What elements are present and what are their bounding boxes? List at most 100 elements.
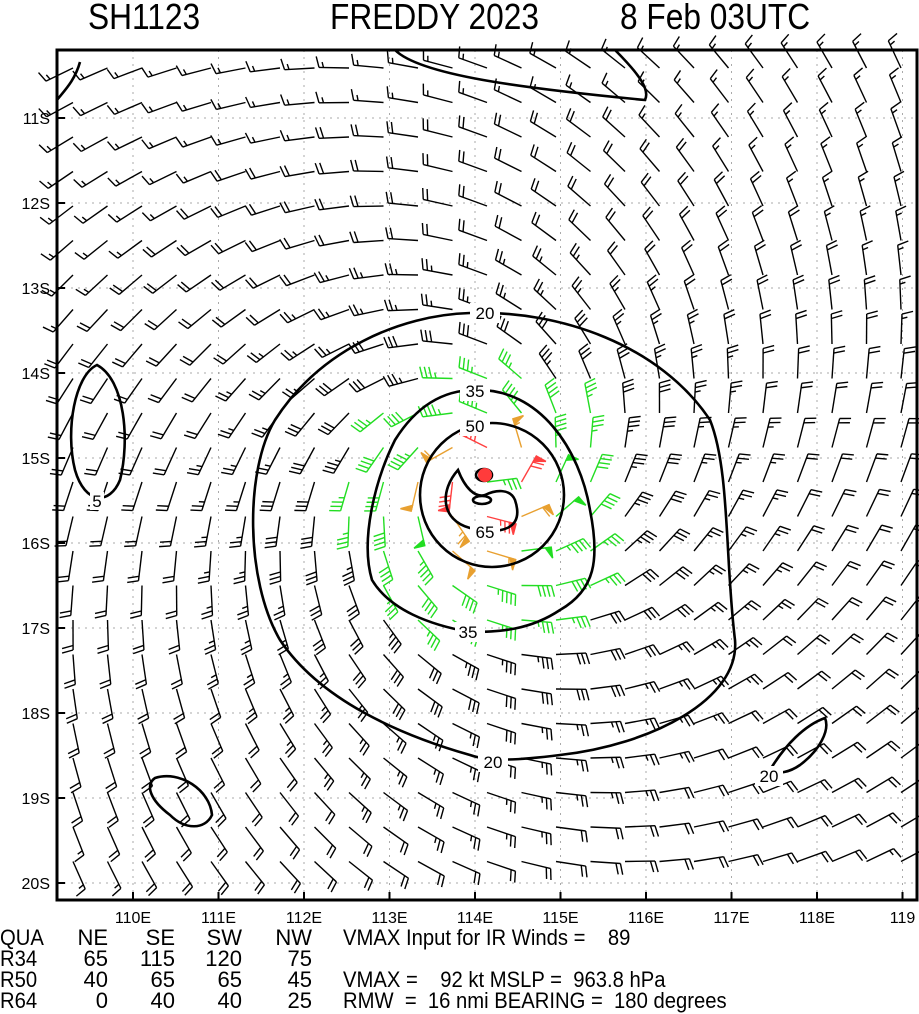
wind-barb <box>143 274 177 294</box>
wind-barb <box>75 274 108 296</box>
wind-barb <box>590 684 626 698</box>
wind-barb <box>197 550 212 584</box>
wind-barb <box>106 826 121 863</box>
wind-barb <box>38 136 74 154</box>
wind-barb <box>674 103 695 138</box>
wind-barb <box>693 601 728 621</box>
wind-barb <box>106 136 143 151</box>
wind-barb <box>658 379 671 414</box>
wind-barb <box>759 309 772 345</box>
wind-barb <box>865 488 891 517</box>
wind-barb <box>142 239 177 258</box>
wind-barb <box>512 414 524 448</box>
wind-barb <box>728 710 764 725</box>
wind-barb <box>284 412 316 437</box>
wind-barb <box>329 481 350 512</box>
cell: 45 <box>287 967 312 992</box>
wind-barb <box>831 669 865 690</box>
lat-tick-label: 11S <box>23 111 50 128</box>
wind-barb <box>313 308 350 321</box>
wind-barb <box>211 274 246 291</box>
wind-barb <box>81 412 109 441</box>
wind-barb <box>568 209 591 242</box>
wind-barb <box>532 245 557 276</box>
wind-barb <box>521 503 555 518</box>
wind-barb <box>386 121 419 138</box>
wind-barb <box>820 136 833 172</box>
wind-barb <box>288 447 316 475</box>
wind-barb <box>313 271 350 284</box>
lon-tick-label: 111E <box>201 910 236 927</box>
wind-barb <box>493 146 522 173</box>
wind-barb <box>571 276 592 310</box>
lon-tick-label: 113E <box>371 910 407 927</box>
wind-barb <box>181 378 212 403</box>
wind-barb <box>350 88 384 104</box>
wind-barb <box>229 516 247 548</box>
wind-barb <box>574 309 592 345</box>
wind-barb <box>565 74 591 104</box>
cell: 115 <box>139 946 175 971</box>
wind-barb <box>279 130 315 142</box>
wind-barb <box>141 101 177 114</box>
wind-barb <box>417 826 445 854</box>
wind-barb <box>384 263 419 276</box>
wind-barb <box>421 258 453 276</box>
wind-barb <box>209 688 222 725</box>
chart-title: SH1123 FREDDY 2023 8 Feb 03UTC <box>0 0 919 40</box>
wind-barb <box>831 705 866 725</box>
wind-barb <box>900 707 919 725</box>
wind-barb <box>175 65 212 77</box>
cell: 0 <box>95 988 108 1013</box>
wind-barb <box>314 343 350 359</box>
wind-barb <box>420 293 453 311</box>
wind-barb <box>530 178 557 207</box>
wind-barb <box>866 740 901 759</box>
wind-barb <box>658 490 687 517</box>
wind-barb <box>417 688 443 718</box>
wind-barb <box>244 167 281 180</box>
wind-barb <box>782 102 799 138</box>
wind-barb <box>452 653 480 681</box>
wind-barb <box>624 491 654 517</box>
wind-barb <box>486 826 517 849</box>
wind-barb <box>385 227 419 242</box>
wind-barb <box>866 704 900 725</box>
wind-barb <box>726 344 739 379</box>
wind-barb <box>555 495 587 518</box>
wind-barb <box>73 205 108 224</box>
wind-barb <box>49 447 74 476</box>
wind-barb <box>727 453 751 483</box>
wind-barb <box>744 34 764 69</box>
wind-barb <box>210 861 229 896</box>
lat-tick-label: 15S <box>22 451 50 468</box>
wind-barb <box>624 644 661 658</box>
wind-barb <box>40 239 74 261</box>
wind-barb <box>900 779 919 794</box>
cell: 75 <box>287 946 312 971</box>
wind-barb <box>897 240 909 276</box>
wind-barb <box>244 688 258 725</box>
wind-barb <box>555 688 590 701</box>
cell: 65 <box>217 967 242 992</box>
wind-barb <box>816 33 833 69</box>
wind-barb <box>749 170 764 207</box>
wind-barb <box>458 149 488 173</box>
contour-label: 5 <box>92 492 101 511</box>
wind-barb <box>37 67 74 82</box>
wind-barb <box>658 416 677 448</box>
lat-tick-label: 14S <box>22 366 50 383</box>
wind-barb <box>139 723 152 759</box>
wind-barb <box>233 550 247 585</box>
wind-barb <box>853 67 868 103</box>
wind-barb <box>137 688 150 725</box>
wind-barb <box>279 861 302 894</box>
wind-barb <box>535 311 557 345</box>
wind-barb <box>895 205 907 241</box>
cell: 120 <box>205 946 242 971</box>
wind-barb <box>649 308 662 345</box>
wind-barb <box>178 308 212 330</box>
wind-barb <box>348 723 370 756</box>
wind-barb <box>313 757 335 791</box>
cell: 65 <box>83 946 108 971</box>
